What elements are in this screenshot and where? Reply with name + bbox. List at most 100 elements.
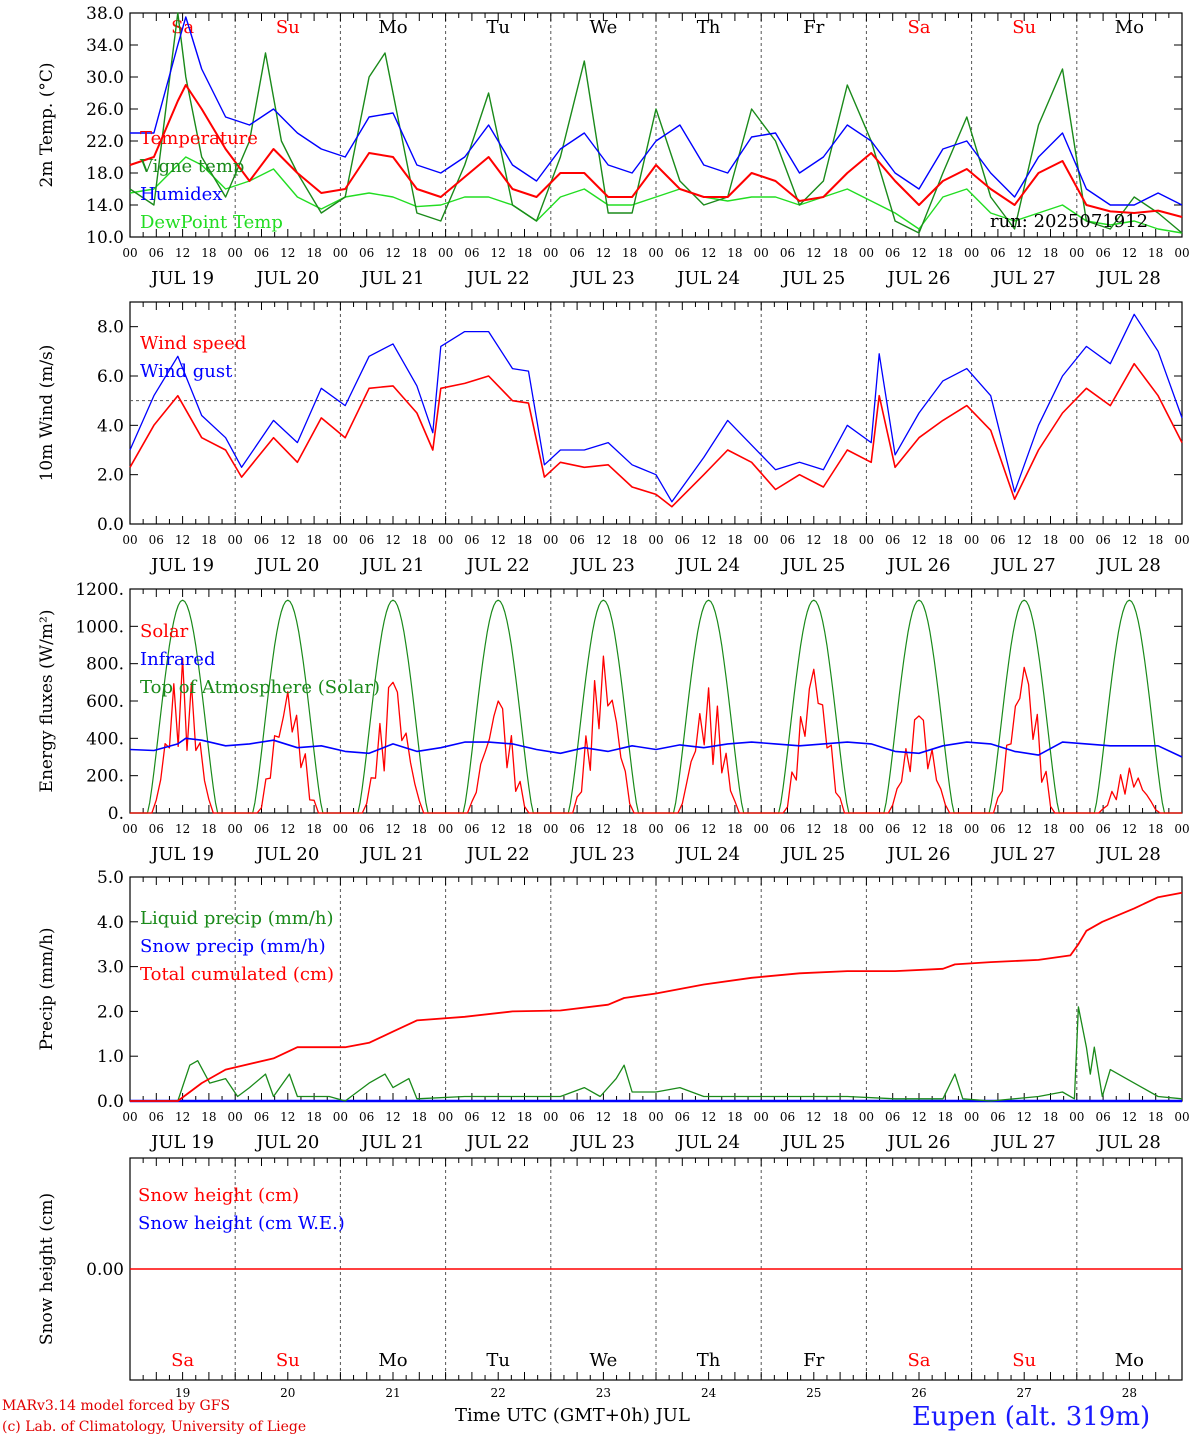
hour-tick-label: 18 xyxy=(412,822,427,836)
hour-tick-label: 00 xyxy=(543,533,558,547)
snow-panel: 0.00 Snow height (cm) Snow height (cm) Snow… xyxy=(37,1185,1182,1400)
hour-tick-label: 00 xyxy=(754,533,769,547)
y-tick-label: 22.0 xyxy=(86,132,124,152)
series-solar xyxy=(130,655,1182,814)
weekday-label: Tu xyxy=(486,17,510,38)
hour-tick-label: 00 xyxy=(1174,822,1189,836)
hour-tick-label: 06 xyxy=(254,533,269,547)
hour-tick-label: 12 xyxy=(280,533,295,547)
date-label: JUL 22 xyxy=(465,1132,530,1153)
hour-tick-label: 12 xyxy=(806,1110,821,1124)
hour-tick-label: 06 xyxy=(1095,1110,1110,1124)
hour-tick-label: 18 xyxy=(306,533,321,547)
hour-tick-label: 00 xyxy=(438,533,453,547)
hour-tick-label: 18 xyxy=(727,822,742,836)
hour-tick-label: 06 xyxy=(464,533,479,547)
weekday-label: Tu xyxy=(486,1350,510,1371)
date-label: JUL 24 xyxy=(675,844,740,865)
hour-tick-label: 12 xyxy=(280,1110,295,1124)
hour-tick-label: 00 xyxy=(1174,246,1189,260)
hour-tick-label: 00 xyxy=(964,822,979,836)
hour-tick-label: 06 xyxy=(990,822,1005,836)
hour-tick-label: 18 xyxy=(832,533,847,547)
weekday-label: Th xyxy=(697,17,721,38)
hour-tick-label: 12 xyxy=(175,1110,190,1124)
hour-tick-label: 00 xyxy=(438,246,453,260)
date-label: JUL 24 xyxy=(675,555,740,576)
y-tick-label: 8.0 xyxy=(97,318,124,338)
hour-tick-label: 18 xyxy=(622,822,637,836)
hour-tick-label: 00 xyxy=(1174,1110,1189,1124)
legend-humidex: Humidex xyxy=(140,184,222,205)
hour-tick-label: 12 xyxy=(701,822,716,836)
weekday-label: Sa xyxy=(907,1350,930,1371)
hour-tick-label: 12 xyxy=(1017,246,1032,260)
date-label: JUL 25 xyxy=(780,268,845,289)
hour-tick-label: 00 xyxy=(964,1110,979,1124)
hour-tick-label: 18 xyxy=(306,1110,321,1124)
date-label: JUL 20 xyxy=(254,844,319,865)
hour-tick-label: 06 xyxy=(254,822,269,836)
panel-3: 00 06 12 18 JUL 19 00 06 12 18 JUL 20 00 06 12 18 JUL … xyxy=(122,588,1190,865)
y-tick-label: 4.0 xyxy=(97,416,124,436)
legend-snow-precip-mm-h-: Snow precip (mm/h) xyxy=(140,936,326,957)
hour-tick-label: 06 xyxy=(675,822,690,836)
hour-tick-label: 12 xyxy=(385,822,400,836)
hour-tick-label: 06 xyxy=(149,822,164,836)
series-temperature xyxy=(129,84,1183,218)
y-tick-label: 200. xyxy=(86,767,124,787)
hour-tick-label: 18 xyxy=(201,1110,216,1124)
hour-tick-label: 06 xyxy=(1095,533,1110,547)
hour-tick-label: 06 xyxy=(780,1110,795,1124)
legend-wind-gust: Wind gust xyxy=(140,361,233,382)
hour-tick-label: 00 xyxy=(1069,533,1084,547)
legend-temperature: Temperature xyxy=(140,128,258,149)
hour-tick-label: 00 xyxy=(648,246,663,260)
wind-panel: 0.0 2.0 4.0 6.0 8.0 10m Wind (m/s) Wind speed W… xyxy=(37,313,1183,535)
series-infrared xyxy=(129,737,1183,758)
y-tick-label: 14.0 xyxy=(86,196,124,216)
weekday-label: Su xyxy=(1012,17,1036,38)
weekday-label: Fr xyxy=(803,17,824,38)
y-tick-label: 38.0 xyxy=(86,4,124,24)
precip-panel: 0.0 1.0 2.0 3.0 4.0 5.0 Precip (mm/h) Liquid pr… xyxy=(37,868,1183,1112)
hour-tick-label: 00 xyxy=(1069,246,1084,260)
hour-tick-label: 00 xyxy=(228,822,243,836)
weekday-label: Mo xyxy=(378,17,407,38)
y-tick-label: 0.0 xyxy=(97,1092,124,1112)
hour-tick-label: 06 xyxy=(464,246,479,260)
y-tick-label: 18.0 xyxy=(86,164,124,184)
hour-tick-label: 18 xyxy=(306,246,321,260)
y-tick-label: 6.0 xyxy=(97,367,124,387)
hour-tick-label: 18 xyxy=(622,533,637,547)
hour-tick-label: 12 xyxy=(911,533,926,547)
hour-tick-label: 06 xyxy=(780,822,795,836)
legend-infrared: Infrared xyxy=(140,649,215,670)
hour-tick-label: 18 xyxy=(201,246,216,260)
hour-tick-label: 06 xyxy=(464,822,479,836)
hour-tick-label: 06 xyxy=(569,246,584,260)
hour-tick-label: 12 xyxy=(491,1110,506,1124)
legend-dewpoint-temp: DewPoint Temp xyxy=(140,212,283,233)
hour-tick-label: 00 xyxy=(964,246,979,260)
day-number-label: 24 xyxy=(701,1386,717,1400)
series-vigne-temp xyxy=(129,12,1183,234)
legend-wind-speed: Wind speed xyxy=(140,333,246,354)
hour-tick-label: 12 xyxy=(385,533,400,547)
date-label: JUL 24 xyxy=(675,1132,740,1153)
hour-tick-label: 00 xyxy=(754,246,769,260)
date-label: JUL 28 xyxy=(1096,555,1161,576)
hour-tick-label: 06 xyxy=(1095,822,1110,836)
hour-tick-label: 06 xyxy=(990,246,1005,260)
date-label: JUL 25 xyxy=(780,555,845,576)
weekday-label: Su xyxy=(276,1350,300,1371)
hour-tick-label: 18 xyxy=(201,822,216,836)
hour-tick-label: 00 xyxy=(438,822,453,836)
hour-tick-label: 06 xyxy=(569,1110,584,1124)
series-dewpoint-temp xyxy=(129,156,1183,234)
date-label: JUL 27 xyxy=(991,268,1056,289)
temperature-panel: 10.0 14.0 18.0 22.0 26.0 30.0 34.0 38.0 2m Temp.… xyxy=(37,4,1183,248)
hour-tick-label: 00 xyxy=(543,1110,558,1124)
panel-1: 00 06 12 18 JUL 19 00 06 12 18 JUL 20 00 06 12 18 JUL … xyxy=(122,12,1190,289)
hour-tick-label: 00 xyxy=(648,822,663,836)
